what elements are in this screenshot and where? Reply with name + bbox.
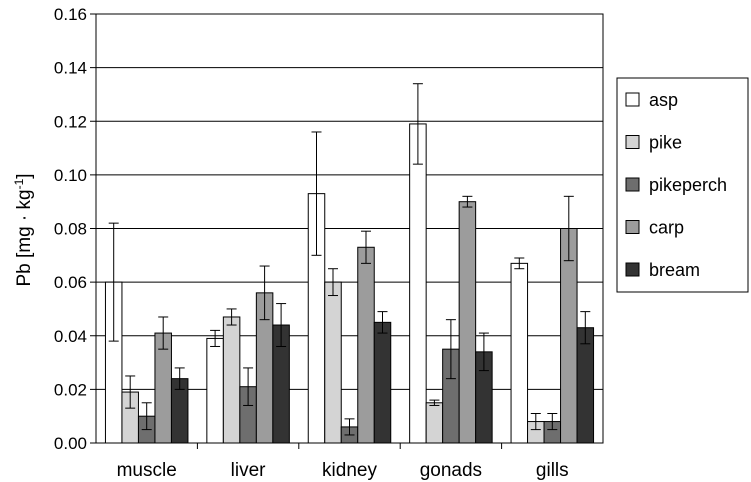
bar-pike-liver bbox=[222, 316, 241, 444]
legend-label-pike: pike bbox=[649, 133, 682, 153]
y-tick-label: 0.10 bbox=[54, 166, 87, 185]
y-tick-label: 0.16 bbox=[54, 5, 87, 24]
y-tick-label: 0.02 bbox=[54, 380, 87, 399]
bar-asp-gonads bbox=[409, 123, 427, 444]
bar-asp-gills bbox=[510, 262, 529, 444]
legend-label-asp: asp bbox=[649, 90, 678, 110]
x-category-label: gills bbox=[536, 460, 569, 481]
error-bars bbox=[108, 83, 591, 436]
x-category-label: muscle bbox=[117, 460, 177, 481]
bar-bream-gills bbox=[576, 327, 595, 444]
x-category-label: gonads bbox=[420, 460, 482, 481]
legend-swatch-asp bbox=[625, 92, 640, 107]
x-category-label: liver bbox=[231, 460, 267, 481]
axes bbox=[90, 13, 604, 449]
x-category-labels: muscle liver kidney gonads gills bbox=[117, 460, 569, 481]
bar-pike-kidney bbox=[324, 281, 342, 444]
bar-asp-liver bbox=[206, 337, 224, 444]
y-tick-label: 0.04 bbox=[54, 327, 87, 346]
y-axis-label: Pb [mg · kg-1] bbox=[12, 173, 35, 286]
y-tick-label: 0.00 bbox=[54, 434, 87, 453]
y-tick-label: 0.06 bbox=[54, 273, 87, 292]
legend-label-carp: carp bbox=[649, 218, 684, 238]
y-tick-label: 0.12 bbox=[54, 112, 87, 131]
bar-bream-kidney bbox=[373, 321, 392, 444]
legend-label-bream: bream bbox=[649, 260, 700, 280]
bar-carp-kidney bbox=[357, 246, 375, 444]
y-tick-label: 0.14 bbox=[54, 59, 87, 78]
legend-swatch-pike bbox=[625, 135, 640, 149]
legend: asp pike pikeperch carp bream bbox=[616, 77, 749, 293]
plot-frame bbox=[95, 13, 604, 444]
bars bbox=[104, 123, 595, 444]
legend-label-pikeperch: pikeperch bbox=[649, 175, 727, 195]
legend-swatch-bream bbox=[625, 262, 640, 277]
x-category-label: kidney bbox=[322, 460, 377, 481]
legend-swatch-pikeperch bbox=[625, 177, 640, 192]
y-tick-label: 0.08 bbox=[54, 220, 87, 239]
bar-pike-gonads bbox=[425, 402, 444, 444]
legend-swatch-carp bbox=[625, 220, 640, 234]
bar-carp-gonads bbox=[458, 201, 477, 444]
gridlines bbox=[96, 13, 603, 390]
y-tick-labels: 0.00 0.02 0.04 0.06 0.08 0.10 0.12 0.14 0.16 bbox=[54, 5, 87, 453]
